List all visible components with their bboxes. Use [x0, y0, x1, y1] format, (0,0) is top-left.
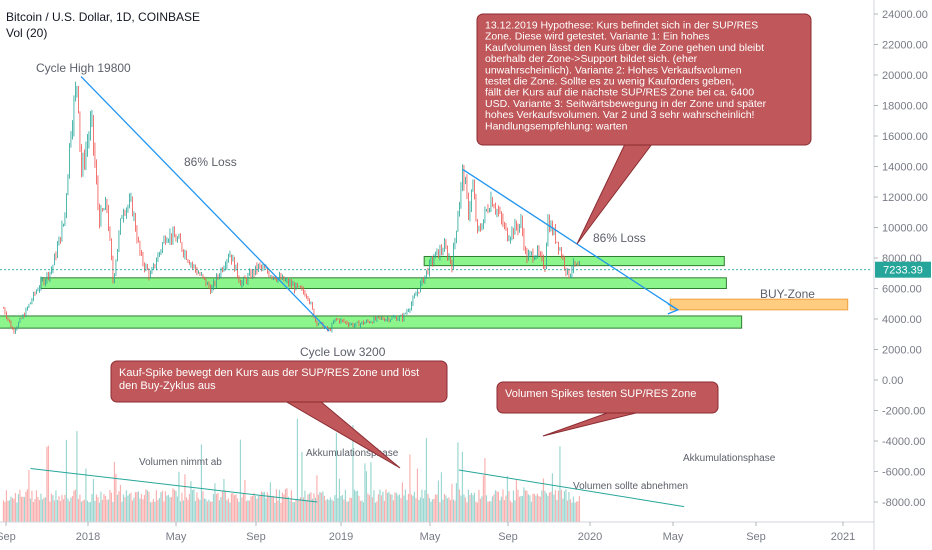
last-price-badge	[875, 261, 931, 278]
callouts: 13.12.2019 Hypothese: Kurs befindet sich…	[110, 13, 812, 469]
volumen-sollte-abnehmen-label: Volumen sollte abnehmen	[573, 481, 688, 492]
y-tick-label: 14000.00	[882, 162, 928, 174]
y-tick-label: 18000.00	[882, 101, 928, 113]
trend-lines	[0, 76, 872, 508]
callout-kauf-text: Kauf-Spike bewegt den Kurs aus der SUP/R…	[119, 367, 419, 392]
y-tick-label: -2000.00	[882, 406, 925, 418]
callout-hypothese-box	[476, 13, 812, 146]
cycle-high-label: Cycle High 19800	[36, 61, 131, 75]
y-tick-label: 2000.00	[882, 345, 922, 357]
y-tick-label: 0.00	[882, 375, 903, 387]
y-tick-label: 20000.00	[882, 70, 928, 82]
callout-hypothese-text: 13.12.2019 Hypothese: Kurs befindet sich…	[485, 20, 767, 133]
akkumulationsphase-label-2: Akkumulationsphase	[683, 453, 776, 464]
x-tick-label: May	[166, 531, 187, 543]
sup-res-zone-1	[423, 255, 725, 267]
x-tick-label: 2021	[831, 531, 855, 543]
x-tick-label: Sep	[746, 531, 766, 543]
loss-label-1: 86% Loss	[184, 155, 237, 169]
trend-line-1	[80, 76, 330, 332]
chart-symbol-title: Bitcoin / U.S. Dollar, 1D, COINBASE	[6, 10, 201, 24]
price-candles	[3, 81, 580, 334]
x-tick-label: May	[420, 531, 441, 543]
y-tick-label: 24000.00	[882, 9, 928, 21]
last-price-label: 7233.39	[883, 265, 923, 277]
x-tick-label: Sep	[0, 531, 16, 543]
callout-volumen-box	[496, 381, 719, 414]
akkumulationsphase-label-1: Akkumulationsphase	[306, 448, 399, 459]
trend-line-2	[462, 169, 679, 311]
volumen-nimmt-ab-label: Volumen nimmt ab	[139, 457, 222, 468]
x-tick-label: 2018	[76, 531, 100, 543]
y-tick-label: 4000.00	[882, 314, 922, 326]
volume-indicator-label[interactable]: Vol (20)	[6, 26, 48, 40]
x-tick-label: Sep	[246, 531, 266, 543]
y-tick-label: -8000.00	[882, 497, 925, 509]
y-tick-label: 6000.00	[882, 284, 922, 296]
y-tick-label: 12000.00	[882, 192, 928, 204]
x-tick-label: Sep	[498, 531, 518, 543]
x-tick-label: May	[663, 531, 684, 543]
y-tick-label: 10000.00	[882, 223, 928, 235]
callout-volumen-tail	[542, 411, 641, 437]
sup-res-zones	[0, 255, 849, 329]
y-tick-label: -4000.00	[882, 436, 925, 448]
volume-bars	[2, 418, 581, 522]
cycle-low-label: Cycle Low 3200	[300, 345, 386, 359]
loss-label-2: 86% Loss	[593, 231, 646, 245]
buy-zone	[669, 298, 849, 311]
y-tick-label: 22000.00	[882, 40, 928, 52]
x-tick-label: 2020	[578, 531, 602, 543]
volume-trend-line-1	[30, 467, 318, 503]
buy-zone-label: BUY-Zone	[760, 287, 815, 301]
annotations: Cycle High 19800 86% Loss 86% Loss Cycle Lo…	[36, 61, 815, 492]
callout-hypothese-tail	[576, 143, 653, 245]
callout-volumen-text: Volumen Spikes testen SUP/RES Zone	[505, 388, 696, 400]
trend-arrow-head	[667, 303, 680, 315]
sup-res-zone-2	[40, 277, 727, 290]
y-tick-label: 16000.00	[882, 131, 928, 143]
x-tick-label: 2019	[329, 531, 353, 543]
callout-kauf-box	[110, 360, 448, 403]
volume-trend-line-2	[458, 469, 685, 508]
y-tick-label: -6000.00	[882, 467, 925, 479]
